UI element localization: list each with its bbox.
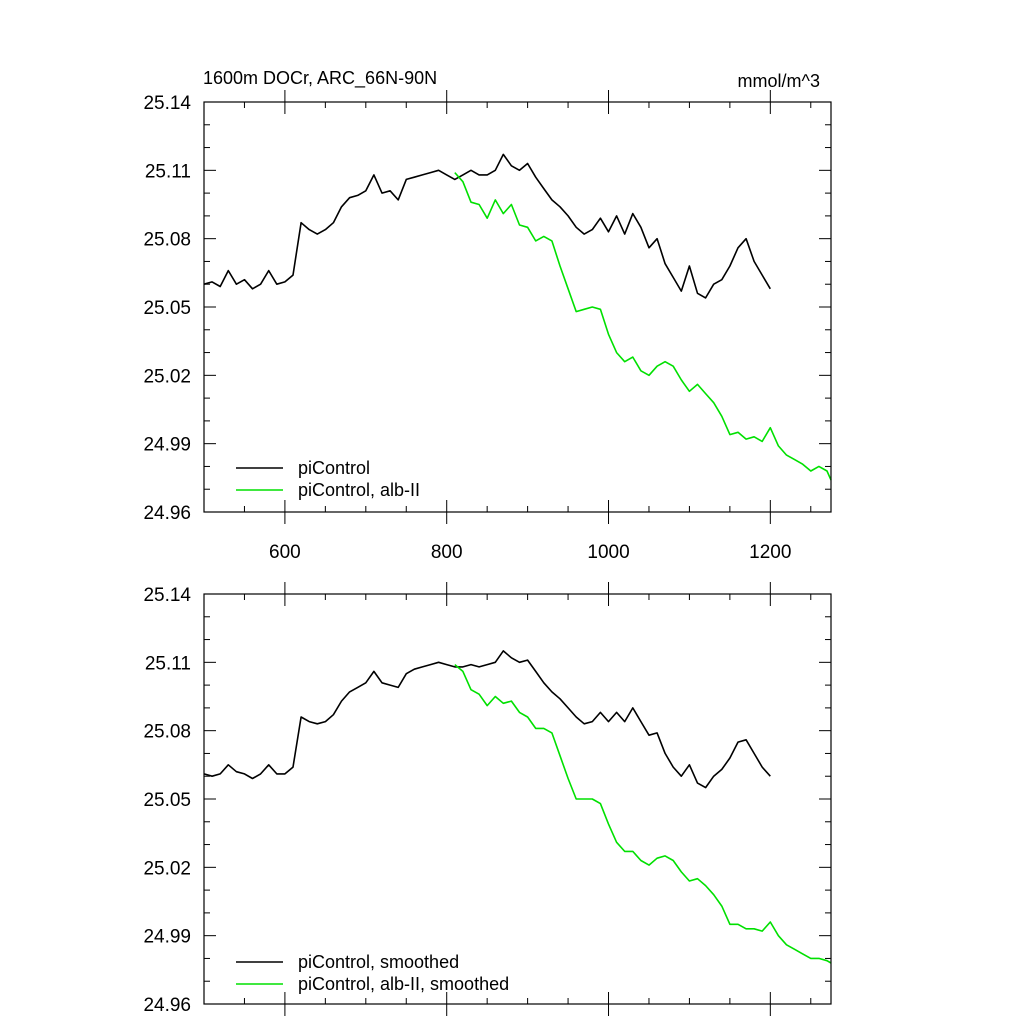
x-tick-label: 800 <box>431 542 463 563</box>
series-line-picontrol-alb-ii <box>454 172 832 481</box>
series-line-picontrol <box>203 153 771 299</box>
y-tick-label: 24.96 <box>143 503 191 524</box>
bottom-panel: 24.96 24.99 25.02 25.05 25.08 25.11 25.14 piCo… <box>143 582 832 1016</box>
y-tick-label: 25.11 <box>145 161 191 182</box>
units-label: mmol/m^3 <box>738 71 820 91</box>
y-tick-label: 25.05 <box>143 790 191 811</box>
y-tick-label: 24.99 <box>143 435 191 456</box>
y-tick-label: 24.96 <box>143 995 191 1016</box>
x-tick-label: 1000 <box>587 542 629 563</box>
legend-label-picontrol-smoothed: piControl, smoothed <box>298 952 459 972</box>
bottom-panel-frame <box>203 593 832 1005</box>
x-tick-label: 600 <box>269 542 301 563</box>
x-tick-label: 1200 <box>749 542 791 563</box>
y-tick-label: 25.08 <box>143 722 191 743</box>
y-tick-label: 24.99 <box>143 927 191 948</box>
chart-title: 1600m DOCr, ARC_66N-90N <box>203 68 437 89</box>
top-panel-y-tick-labels: 24.96 24.99 25.02 25.05 25.08 25.11 25.14 <box>143 93 191 524</box>
bottom-panel-y-tick-labels: 24.96 24.99 25.02 25.05 25.08 25.11 25.14 <box>143 585 191 1016</box>
legend-label-picontrol: piControl <box>298 458 370 478</box>
y-tick-label: 25.08 <box>143 230 191 251</box>
top-panel-frame <box>203 101 832 513</box>
bottom-panel-ticks <box>203 582 831 1016</box>
legend-label-alb-ii-smoothed: piControl, alb-II, smoothed <box>298 974 509 994</box>
series-line-picontrol-alb-ii-smoothed <box>454 663 832 964</box>
top-panel: 1600m DOCr, ARC_66N-90N mmol/m^3 24.9624… <box>143 68 832 563</box>
legend-label-alb-ii: piControl, alb-II <box>298 480 420 500</box>
series-line-picontrol-smoothed <box>203 650 771 789</box>
y-tick-label: 25.11 <box>145 653 191 674</box>
top-panel-x-tick-labels: 600 800 1000 1200 <box>269 542 791 563</box>
bottom-panel-series <box>203 650 832 964</box>
y-tick-label: 25.05 <box>143 298 191 319</box>
bottom-legend: piControl, smoothed piControl, alb-II, s… <box>236 952 509 994</box>
y-tick-label: 25.14 <box>143 93 191 114</box>
y-tick-label: 25.14 <box>143 585 191 606</box>
top-legend: piControl piControl, alb-II <box>236 458 420 500</box>
y-tick-label: 25.02 <box>143 366 191 387</box>
y-tick-label: 25.02 <box>143 858 191 879</box>
top-panel-series <box>203 153 832 481</box>
